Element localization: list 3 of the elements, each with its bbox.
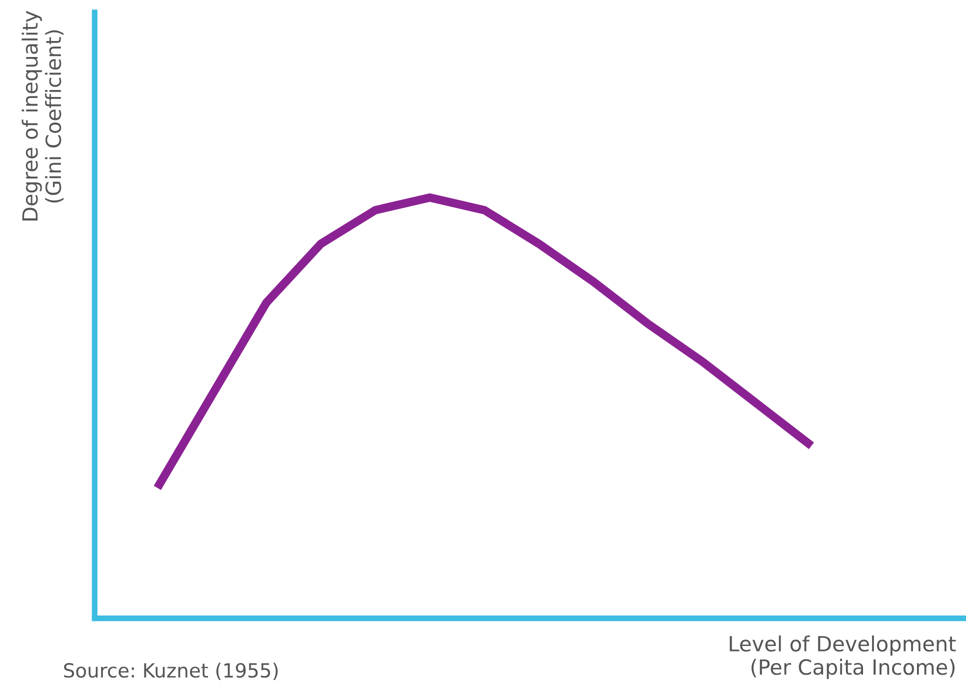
x-axis-title: Level of Development (Per Capita Income) xyxy=(730,635,956,679)
y-axis-title: Degree of inequality (Gini Coefficient) xyxy=(22,10,64,220)
source-note: Source: Kuznet (1955) xyxy=(64,662,278,680)
